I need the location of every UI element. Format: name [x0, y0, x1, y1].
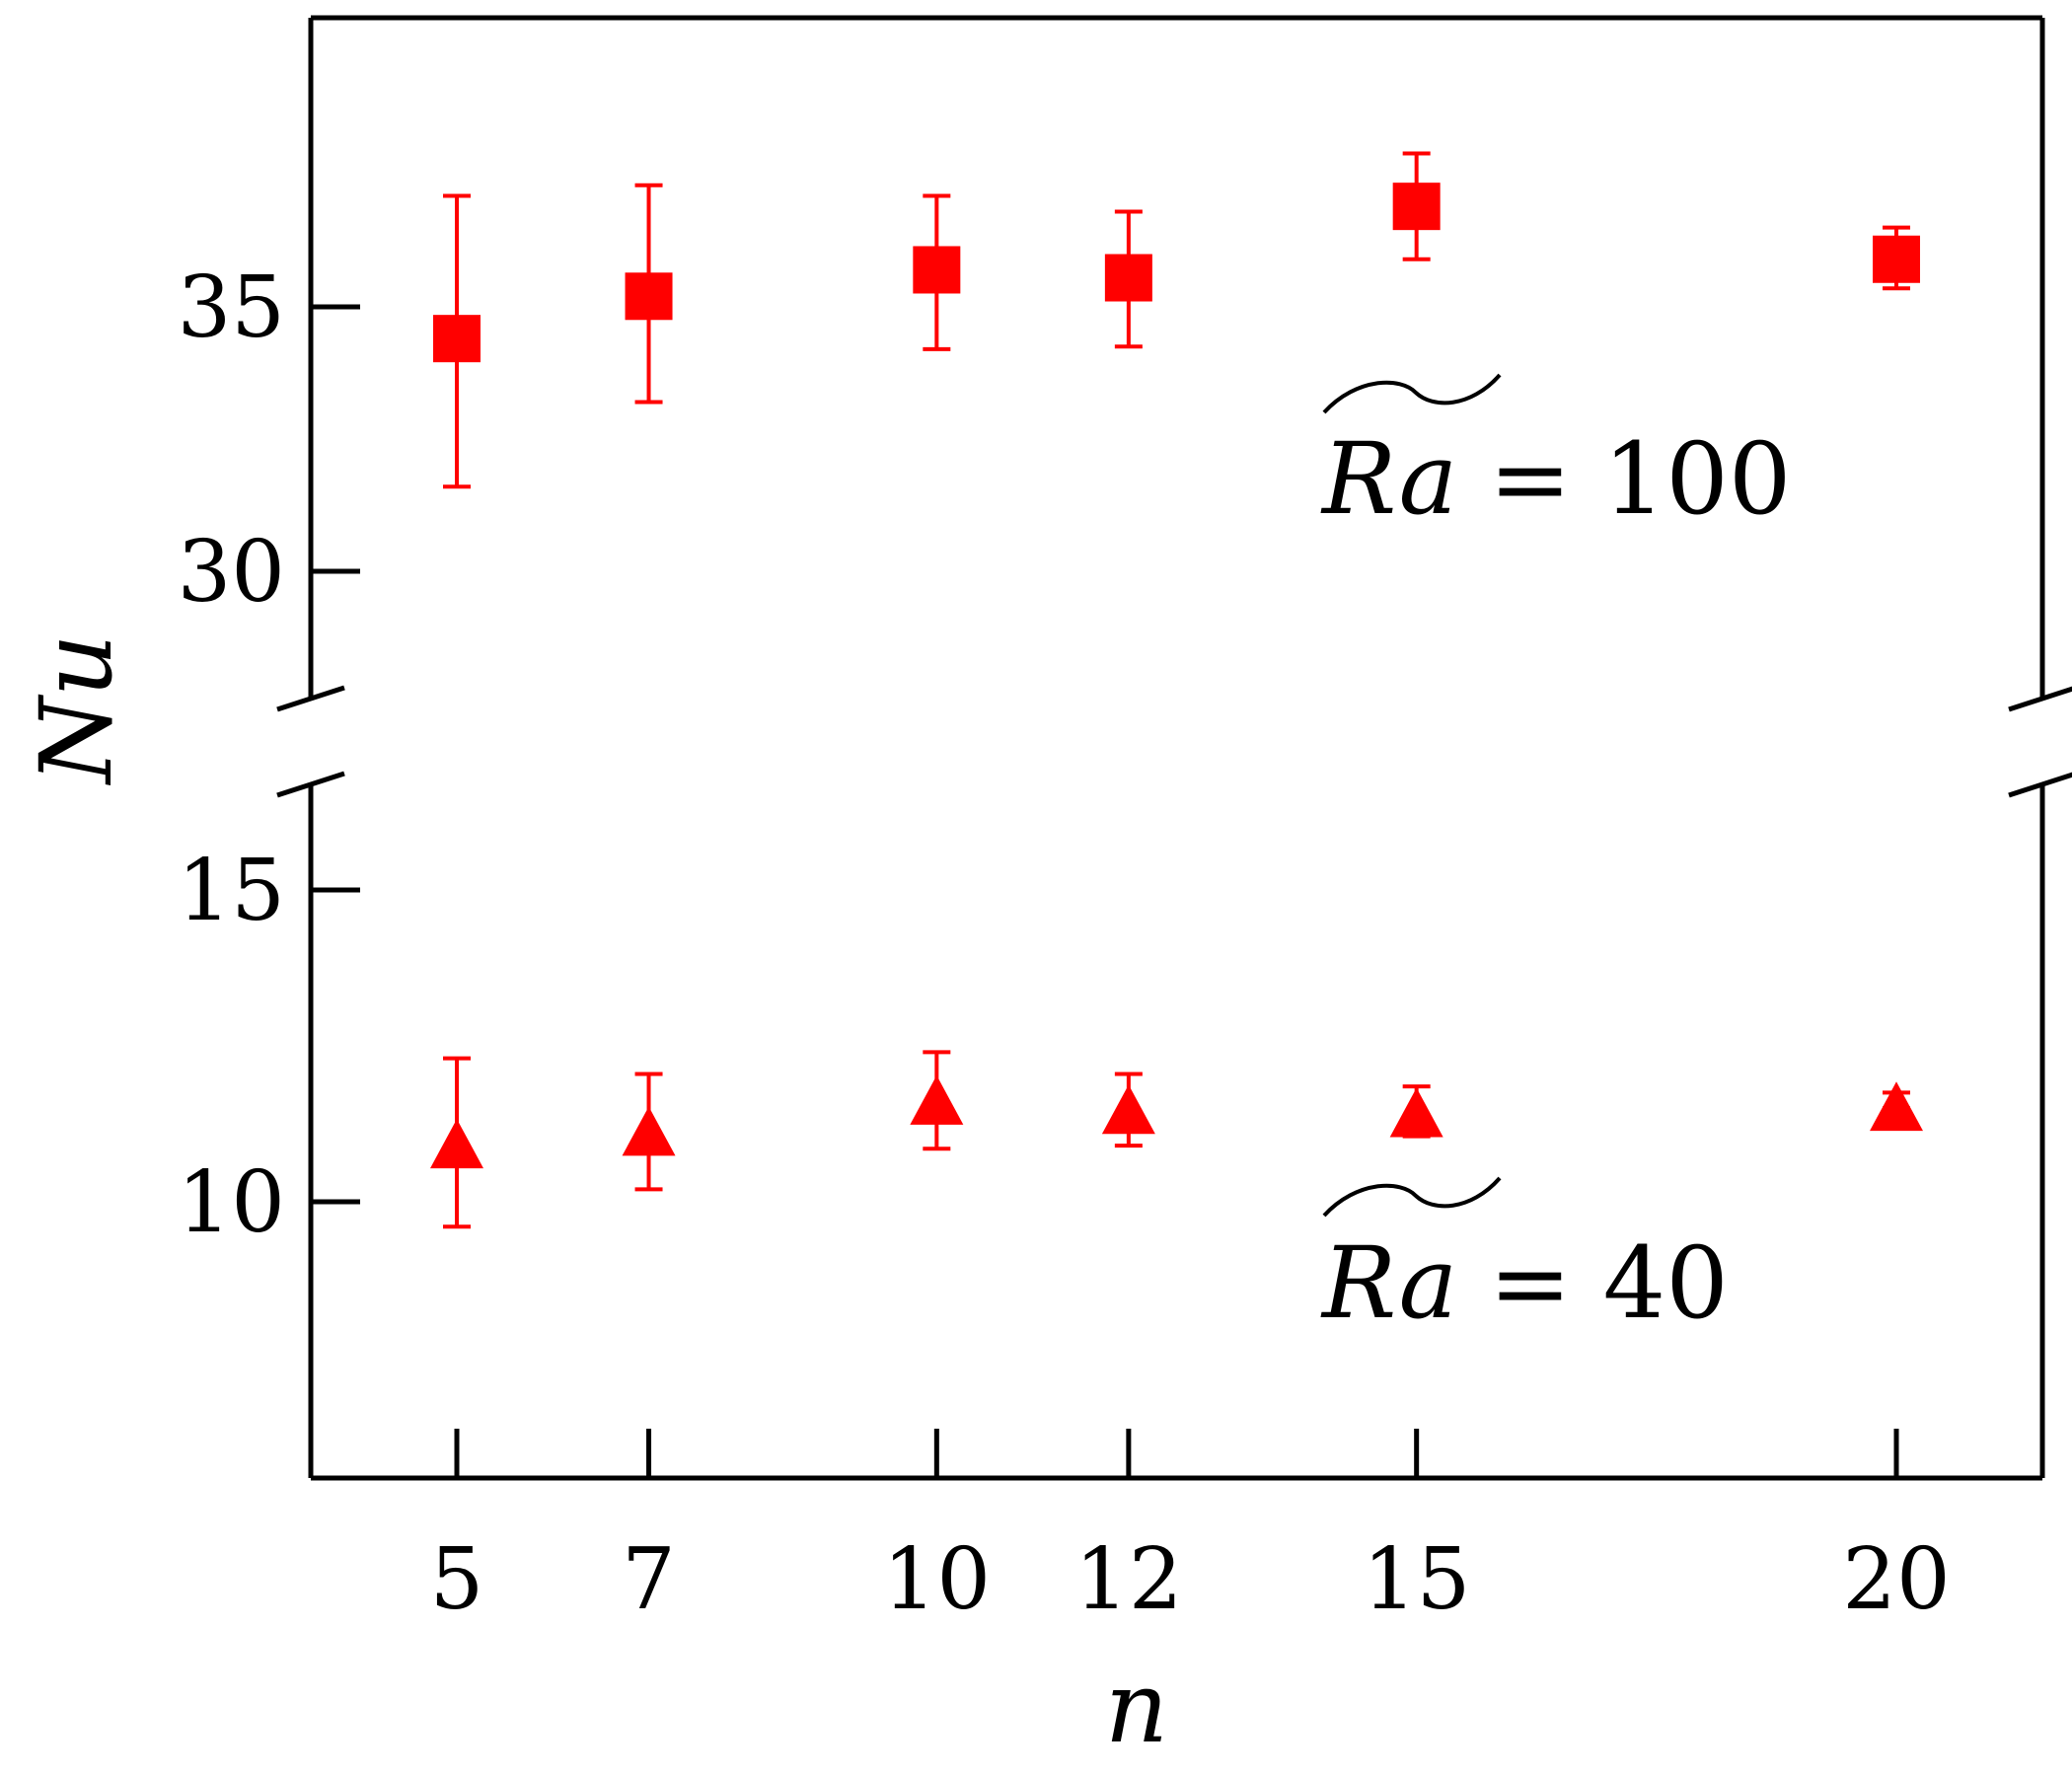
- x-tick-label: 7: [622, 1530, 676, 1629]
- tilde-accent-upper: [1322, 373, 1502, 414]
- x-tick-label: 12: [1074, 1530, 1182, 1629]
- triangle-marker: [622, 1106, 676, 1156]
- triangle-marker: [1389, 1087, 1443, 1138]
- y-tick-label: 10: [178, 1153, 285, 1252]
- axis-break-mark: [2008, 772, 2072, 798]
- x-tick-label: 10: [883, 1530, 991, 1629]
- x-tick-label: 5: [430, 1530, 484, 1629]
- y-axis-label: Nu: [19, 633, 134, 785]
- y-tick-label: 15: [178, 842, 285, 940]
- data-markers: [430, 183, 1923, 1169]
- axis-ticks: 30 35 10 15 5 7 10 12 15 20: [178, 259, 1951, 1629]
- triangle-marker: [430, 1119, 483, 1169]
- y-tick-label: 30: [178, 523, 285, 622]
- square-marker: [1104, 254, 1152, 302]
- tilde-accent-lower: [1322, 1176, 1502, 1218]
- annotation-upper: Ra = 100: [1320, 373, 1791, 537]
- annotation-lower-symbol: Ra: [1320, 1225, 1457, 1341]
- x-tick-label: 20: [1842, 1530, 1950, 1629]
- annotation-lower: Ra = 40: [1320, 1176, 1729, 1341]
- square-marker: [913, 246, 961, 294]
- square-marker: [625, 272, 673, 321]
- axis-break-mark: [276, 771, 345, 798]
- y-tick-label: 35: [178, 259, 285, 357]
- plot-frame: [276, 15, 2072, 1481]
- x-axis-label: n: [1105, 1650, 1168, 1765]
- svg-text:Ra = 100: Ra = 100: [1320, 421, 1791, 537]
- axis-break-mark: [276, 685, 345, 712]
- svg-text:Ra = 40: Ra = 40: [1320, 1225, 1729, 1341]
- x-tick-label: 15: [1363, 1530, 1470, 1629]
- triangle-marker: [910, 1074, 964, 1125]
- triangle-marker: [1870, 1081, 1923, 1132]
- square-marker: [433, 315, 481, 363]
- axis-break-mark: [2008, 686, 2072, 712]
- square-marker: [1392, 183, 1441, 231]
- square-marker: [1873, 235, 1920, 283]
- triangle-marker: [1101, 1084, 1155, 1135]
- annotation-upper-symbol: Ra: [1320, 421, 1457, 537]
- annotation-lower-text: = 40: [1457, 1225, 1729, 1341]
- annotation-upper-text: = 100: [1457, 421, 1791, 537]
